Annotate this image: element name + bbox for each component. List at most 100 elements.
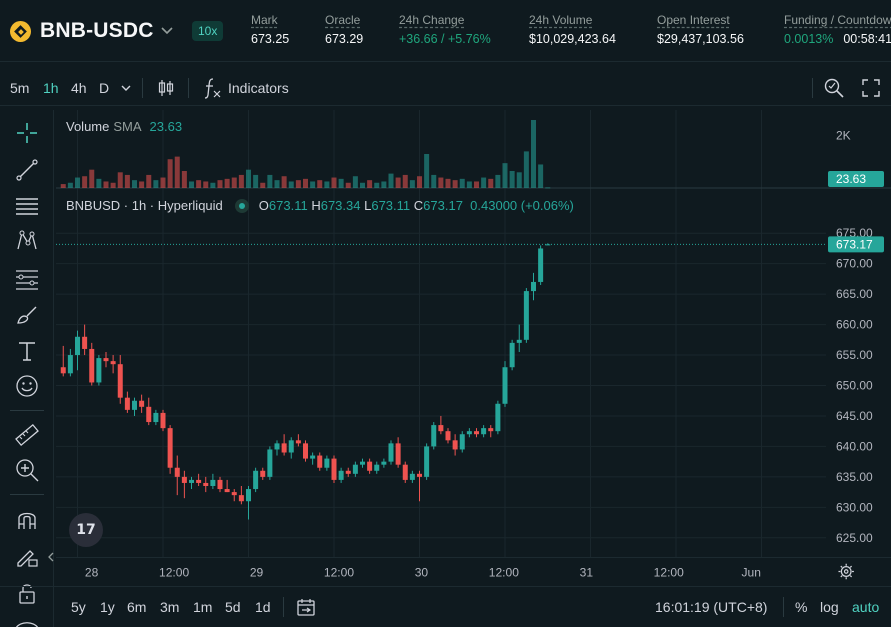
toolbar-divider [10, 410, 44, 411]
candle-body [360, 461, 365, 465]
stat-value: 673.29 [325, 32, 364, 46]
pair-selector-label[interactable]: BNB-USDC [40, 19, 154, 42]
range-5y[interactable]: 5y [71, 599, 86, 615]
chevron-down-icon[interactable] [160, 23, 174, 37]
time-axis[interactable]: 28 12:00 29 12:00 30 12:00 31 12:00 Jun [56, 557, 891, 585]
timeframe-5m[interactable]: 5m [10, 80, 30, 96]
magnet-icon[interactable] [14, 507, 40, 533]
candles-chart-type-icon[interactable] [156, 78, 176, 98]
candle-body [374, 464, 380, 471]
candle-body [60, 367, 66, 374]
volume-bar [531, 120, 536, 188]
time-tick-label: 30 [415, 565, 429, 579]
candlestick-chart[interactable]: 675.00670.00665.00660.00655.00650.00645.… [56, 110, 891, 557]
pattern-tool-icon[interactable] [14, 228, 40, 254]
candle-body [117, 364, 123, 398]
range-1y[interactable]: 1y [100, 599, 115, 615]
stat-label: Oracle [325, 13, 361, 27]
candle-body [310, 455, 316, 459]
price-tick-label: 670.00 [836, 257, 873, 271]
timezone-clock[interactable]: 16:01:19 (UTC+8) [655, 599, 768, 615]
function-fx-icon[interactable] [202, 77, 222, 99]
range-3m[interactable]: 3m [160, 599, 180, 615]
close-value: 673.17 [423, 198, 463, 213]
fibonacci-icon[interactable] [14, 266, 40, 292]
volume-bar [89, 169, 95, 188]
date-range-calendar-icon[interactable] [296, 597, 316, 617]
volume-bar [60, 184, 66, 188]
candle-body [82, 336, 88, 349]
volume-bar [67, 182, 73, 188]
price-tick-label: 665.00 [836, 287, 873, 301]
volume-bar [96, 178, 102, 188]
volume-title: Volume [66, 119, 110, 134]
candle-body [139, 400, 145, 407]
brush-icon[interactable] [14, 302, 40, 328]
volume-bar [538, 164, 544, 188]
text-tool-icon[interactable] [14, 338, 40, 364]
range-1m[interactable]: 1m [193, 599, 213, 615]
tradingview-logo[interactable]: 17 [69, 513, 103, 547]
percent-scale-toggle[interactable]: % [795, 599, 808, 615]
volume-value: 23.63 [149, 119, 183, 134]
candle-body [324, 458, 330, 468]
stat-value: +36.66 / +5.76% [399, 32, 491, 46]
emoji-icon[interactable] [14, 373, 40, 399]
bottom-bar: 5y 1y 6m 3m 1m 5d 1d 16:01:19 (UTC+8) % … [0, 586, 891, 627]
ruler-icon[interactable] [14, 422, 40, 448]
time-tick-label: 29 [250, 565, 264, 579]
collapse-toolbar-icon[interactable] [47, 552, 55, 562]
timeframe-4h[interactable]: 4h [71, 80, 87, 96]
toolbar-divider [783, 597, 784, 617]
candle-body [395, 443, 401, 465]
screenshot-search-icon[interactable] [823, 77, 845, 99]
volume-24h-stat: 24h Volume $10,029,423.64 [529, 13, 616, 46]
auto-scale-toggle[interactable]: auto [852, 599, 880, 615]
volume-bar [132, 180, 137, 188]
toolbar-divider [283, 597, 284, 617]
volume-bar [238, 174, 244, 188]
timeframe-chevron-down-icon[interactable] [120, 82, 132, 94]
leverage-badge[interactable]: 10x [192, 21, 224, 41]
indicators-button[interactable]: Indicators [228, 80, 289, 96]
chart-settings-gear-icon[interactable] [838, 563, 854, 580]
crosshair-icon[interactable] [14, 120, 40, 146]
candle-body [431, 425, 437, 447]
candle-body [523, 291, 529, 340]
time-tick-label: 12:00 [324, 565, 354, 579]
volume-bar [381, 181, 387, 188]
fullscreen-icon[interactable] [861, 78, 881, 98]
log-scale-toggle[interactable]: log [820, 599, 839, 615]
range-1d[interactable]: 1d [255, 599, 271, 615]
volume-bar [253, 174, 259, 188]
candle-body [452, 440, 458, 450]
candle-body [132, 400, 137, 410]
timeframe-1h[interactable]: 1h [43, 80, 59, 96]
horizontal-lines-icon[interactable] [14, 193, 40, 219]
volume-bar [545, 187, 551, 189]
toolbar-divider [10, 494, 44, 495]
change-24h-stat: 24h Change +36.66 / +5.76% [399, 13, 491, 46]
candle-body [89, 348, 95, 383]
volume-bar [303, 178, 308, 188]
candle-body [545, 244, 551, 246]
lock-pencil-icon[interactable] [14, 543, 40, 569]
timeframe-d[interactable]: D [99, 80, 110, 96]
candle-body [267, 449, 273, 477]
price-tick-label: 660.00 [836, 318, 873, 332]
zoom-in-icon[interactable] [14, 457, 40, 483]
volume-bar [317, 180, 323, 188]
oracle-price-stat: Oracle 673.29 [325, 13, 363, 46]
symbol-description[interactable]: BNBUSD · 1h · Hyperliquid [66, 198, 223, 213]
volume-bar [110, 182, 116, 188]
range-5d[interactable]: 5d [225, 599, 241, 615]
eye-icon[interactable] [14, 615, 40, 627]
volume-bar [495, 174, 501, 188]
volume-bar [231, 177, 237, 188]
volume-bar [281, 176, 287, 188]
volume-bar [438, 177, 444, 188]
candle-body [417, 473, 422, 477]
trend-line-icon[interactable] [14, 157, 40, 183]
range-6m[interactable]: 6m [127, 599, 147, 615]
stat-label: Mark [251, 13, 278, 27]
